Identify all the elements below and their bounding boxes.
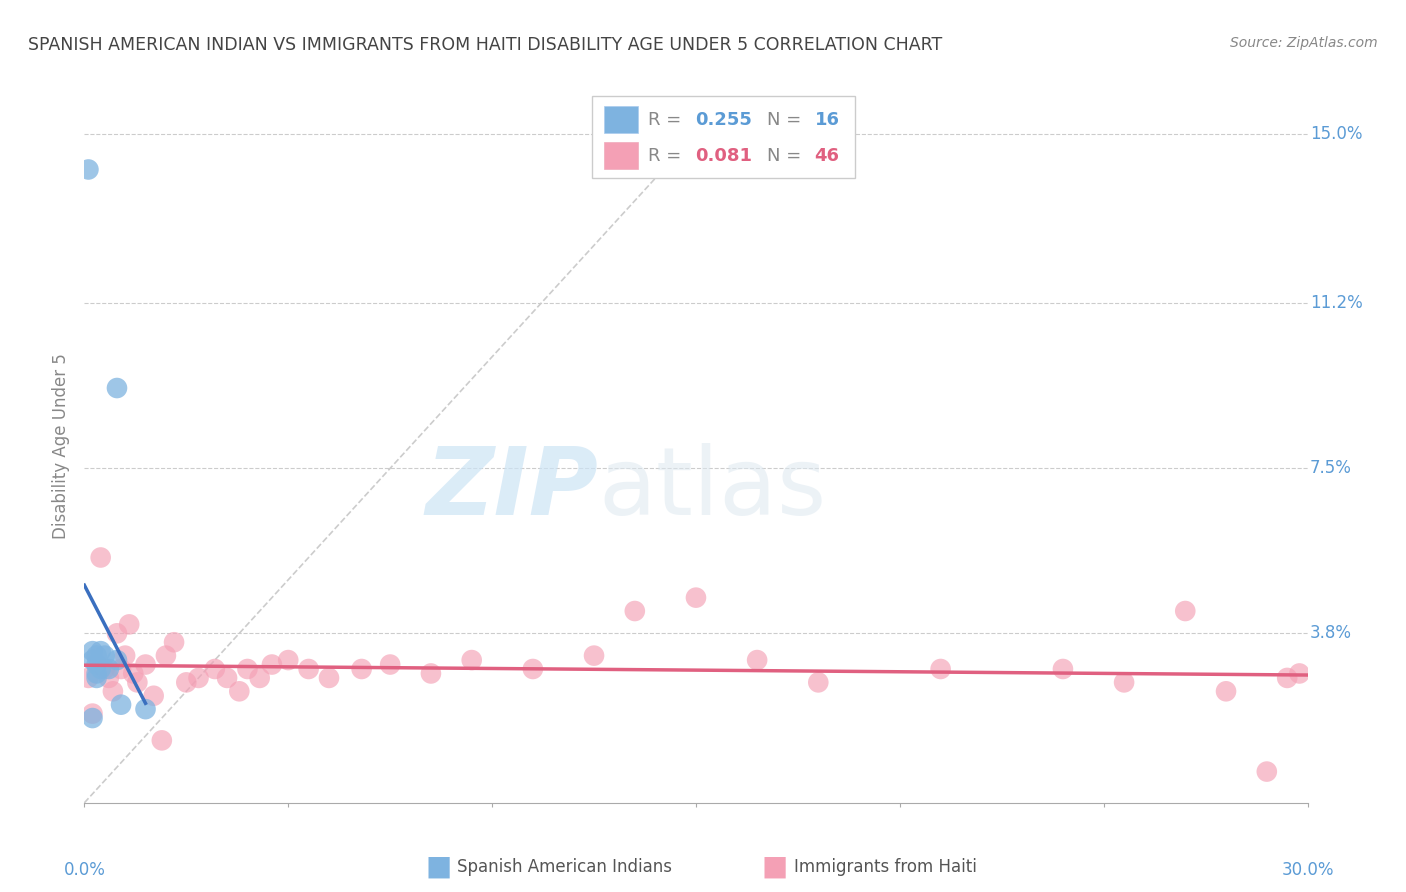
Text: ■: ■ xyxy=(762,853,787,881)
Point xyxy=(807,675,830,690)
Point xyxy=(1275,671,1298,685)
Text: N =: N = xyxy=(766,111,807,128)
Point xyxy=(582,648,605,663)
Text: 15.0%: 15.0% xyxy=(1310,125,1362,143)
Point xyxy=(135,702,157,716)
Point xyxy=(228,684,250,698)
Point xyxy=(1215,684,1237,698)
Text: ZIP: ZIP xyxy=(425,442,598,535)
Point xyxy=(77,671,100,685)
Point xyxy=(90,550,112,565)
Point xyxy=(163,635,186,649)
Point xyxy=(1256,764,1278,779)
Text: 0.255: 0.255 xyxy=(695,111,752,128)
Point xyxy=(135,657,157,672)
Point xyxy=(82,711,104,725)
Text: atlas: atlas xyxy=(598,442,827,535)
Point xyxy=(97,671,120,685)
Point xyxy=(236,662,259,676)
Text: 46: 46 xyxy=(814,146,839,164)
Point xyxy=(420,666,443,681)
Point xyxy=(522,662,544,676)
Point xyxy=(93,662,115,676)
Point xyxy=(114,648,136,663)
Text: Immigrants from Haiti: Immigrants from Haiti xyxy=(794,858,977,876)
Text: R =: R = xyxy=(648,146,688,164)
Point xyxy=(86,666,108,681)
FancyBboxPatch shape xyxy=(605,106,638,134)
Text: 0.0%: 0.0% xyxy=(63,861,105,879)
Text: Spanish American Indians: Spanish American Indians xyxy=(457,858,672,876)
Text: N =: N = xyxy=(766,146,807,164)
Point xyxy=(105,381,128,395)
Point xyxy=(1288,666,1310,681)
Point xyxy=(93,648,115,663)
Point xyxy=(187,671,209,685)
Text: 0.081: 0.081 xyxy=(695,146,752,164)
Point xyxy=(204,662,226,676)
Point xyxy=(105,626,128,640)
Point xyxy=(105,653,128,667)
FancyBboxPatch shape xyxy=(592,96,855,178)
Point xyxy=(122,666,145,681)
Point xyxy=(217,671,239,685)
Point xyxy=(685,591,707,605)
Point xyxy=(277,653,299,667)
Point xyxy=(82,644,104,658)
Text: SPANISH AMERICAN INDIAN VS IMMIGRANTS FROM HAITI DISABILITY AGE UNDER 5 CORRELAT: SPANISH AMERICAN INDIAN VS IMMIGRANTS FR… xyxy=(28,36,942,54)
Point xyxy=(150,733,173,747)
Text: R =: R = xyxy=(648,111,688,128)
Point xyxy=(1174,604,1197,618)
Point xyxy=(249,671,271,685)
Text: 30.0%: 30.0% xyxy=(1281,861,1334,879)
Point xyxy=(110,698,132,712)
Text: 3.8%: 3.8% xyxy=(1310,624,1353,642)
Point xyxy=(86,671,108,685)
Point xyxy=(97,662,120,676)
Point xyxy=(624,604,647,618)
Point xyxy=(929,662,952,676)
Point xyxy=(82,706,104,721)
Text: 11.2%: 11.2% xyxy=(1310,294,1362,312)
Text: 7.5%: 7.5% xyxy=(1310,459,1353,477)
Point xyxy=(461,653,484,667)
Point xyxy=(1052,662,1074,676)
Point xyxy=(298,662,321,676)
Point xyxy=(86,657,108,672)
Point xyxy=(380,657,402,672)
Point xyxy=(86,648,108,663)
Text: 16: 16 xyxy=(814,111,839,128)
Point xyxy=(82,653,104,667)
Point xyxy=(318,671,340,685)
Point xyxy=(127,675,149,690)
Point xyxy=(747,653,769,667)
Text: Source: ZipAtlas.com: Source: ZipAtlas.com xyxy=(1230,36,1378,50)
Point xyxy=(260,657,283,672)
Point xyxy=(118,617,141,632)
FancyBboxPatch shape xyxy=(605,142,638,169)
Point xyxy=(350,662,373,676)
Point xyxy=(77,162,100,177)
Point xyxy=(110,662,132,676)
Point xyxy=(90,662,112,676)
Point xyxy=(155,648,177,663)
Point xyxy=(90,644,112,658)
Text: ■: ■ xyxy=(425,853,451,881)
Point xyxy=(1114,675,1136,690)
Point xyxy=(101,684,124,698)
Point xyxy=(174,675,197,690)
Y-axis label: Disability Age Under 5: Disability Age Under 5 xyxy=(52,353,70,539)
Point xyxy=(142,689,165,703)
